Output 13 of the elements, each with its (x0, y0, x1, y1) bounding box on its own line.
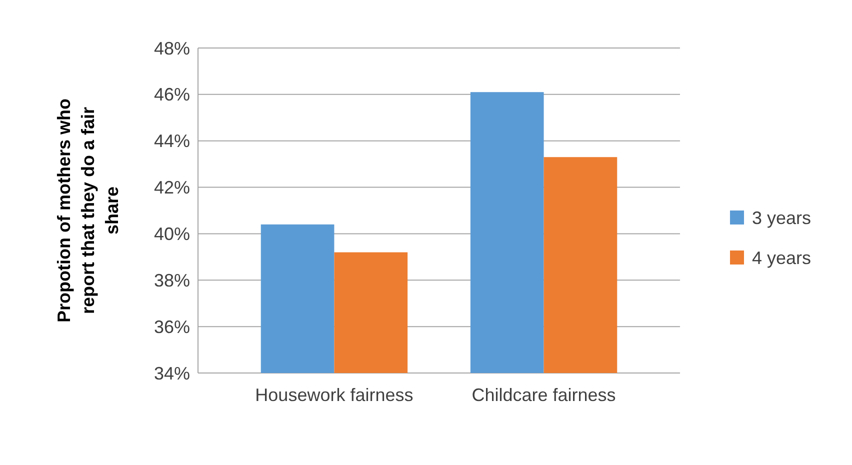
y-tick-label: 42% (154, 178, 190, 198)
y-tick-label: 38% (154, 270, 190, 290)
y-tick-label: 48% (154, 38, 190, 58)
x-tick-label: Housework fairness (255, 385, 414, 405)
y-tick-label: 44% (154, 131, 190, 152)
y-tick-label: 40% (154, 224, 190, 244)
legend-label: 4 years (752, 248, 812, 268)
y-tick-label: 36% (154, 316, 190, 337)
y-tick-label: 46% (154, 84, 190, 105)
x-tick-label: Childcare fairness (472, 385, 616, 405)
legend-label: 3 years (752, 208, 812, 228)
y-axis-title: Propotion of mothers who report that they do a fair share (54, 98, 122, 322)
y-tick-label: 34% (154, 363, 190, 384)
